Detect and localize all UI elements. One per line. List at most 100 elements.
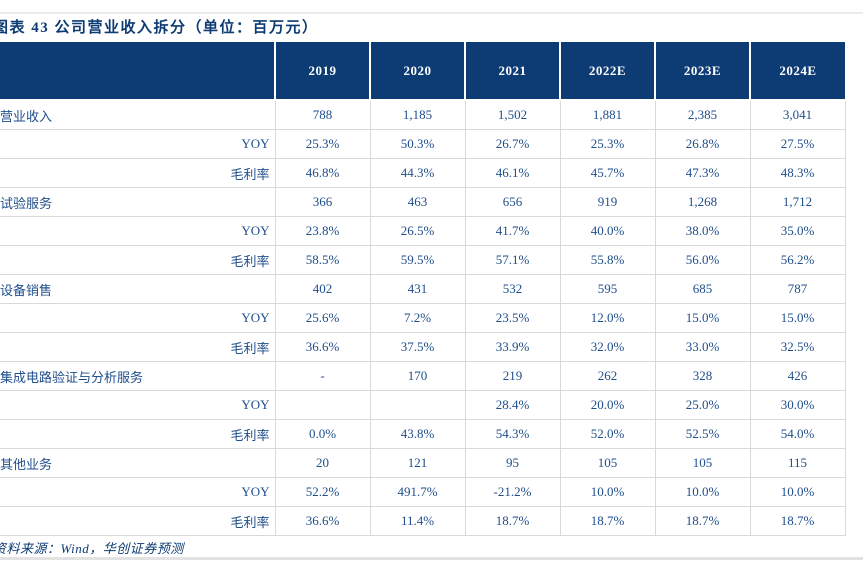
value-cell: 121 [369,448,466,478]
value-cell: 55.8% [559,245,656,275]
table-row: YOY 25.3% 50.3% 26.7% 25.3% 26.8% 27.5% [0,129,846,159]
value-cell: 41.7% [464,216,561,246]
table-row: YOY 28.4% 20.0% 25.0% 30.0% [0,390,846,420]
table-row: 毛利率 36.6% 37.5% 33.9% 32.0% 33.0% 32.5% [0,332,846,362]
value-cell: 170 [369,361,466,391]
value-cell: 44.3% [369,158,466,188]
value-cell [369,390,466,420]
value-cell: 57.1% [464,245,561,275]
table-body: 营业收入 788 1,185 1,502 1,881 2,385 3,041 YOY 25.3%… [0,99,846,536]
value-cell: 15.0% [749,303,846,333]
header-year-cell: 2019 [274,42,370,101]
header-year-cell: 2022E [559,42,655,101]
value-cell: 43.8% [369,419,466,449]
value-cell: 656 [464,187,561,217]
row-label: YOY [0,303,276,333]
row-label: YOY [0,477,276,507]
value-cell: 18.7% [464,506,561,536]
header-row: 2019 2020 2021 2022E 2023E 2024E [0,42,845,101]
value-cell: 23.5% [464,303,561,333]
row-label: YOY [0,216,276,246]
value-cell: 32.0% [559,332,656,362]
value-cell: 366 [274,187,371,217]
value-cell: 33.0% [654,332,751,362]
header-year-cell: 2021 [464,42,560,101]
value-cell: 20 [274,448,371,478]
value-cell: 25.6% [274,303,371,333]
value-cell: 25.3% [559,129,656,159]
value-cell: 1,712 [749,187,846,217]
value-cell: 27.5% [749,129,846,159]
value-cell: 54.0% [749,419,846,449]
value-cell: 26.5% [369,216,466,246]
value-cell: 18.7% [559,506,656,536]
value-cell: 37.5% [369,332,466,362]
value-cell: - [274,361,371,391]
row-label: 营业收入 [0,99,276,130]
value-cell: 47.3% [654,158,751,188]
value-cell: 426 [749,361,846,391]
value-cell: 787 [749,274,846,304]
value-cell: 50.3% [369,129,466,159]
value-cell: 10.0% [749,477,846,507]
table-row: 集成电路验证与分析服务 -170 219 262 328 426 [0,361,846,391]
value-cell: 20.0% [559,390,656,420]
value-cell: 59.5% [369,245,466,275]
value-cell: 36.6% [274,332,371,362]
value-cell: 12.0% [559,303,656,333]
value-cell: 431 [369,274,466,304]
row-label: 毛利率 [0,158,276,188]
value-cell: 38.0% [654,216,751,246]
header-year-cell: 2024E [749,42,845,101]
value-cell: 58.5% [274,245,371,275]
value-cell: 685 [654,274,751,304]
header-label-cell [0,42,275,101]
value-cell: 25.3% [274,129,371,159]
row-label: 毛利率 [0,332,276,362]
source-note: 资料来源：Wind，华创证券预测 [0,541,184,556]
row-label: 毛利率 [0,506,276,536]
value-cell: 219 [464,361,561,391]
value-cell: 18.7% [749,506,846,536]
table-row: 毛利率 58.5% 59.5% 57.1% 55.8% 56.0% 56.2% [0,245,846,275]
value-cell: 36.6% [274,506,371,536]
value-cell: 18.7% [654,506,751,536]
value-cell: 10.0% [559,477,656,507]
value-cell: 402 [274,274,371,304]
row-label: 集成电路验证与分析服务 [0,361,276,391]
value-cell: 95 [464,448,561,478]
value-cell: 52.0% [559,419,656,449]
value-cell: 105 [654,448,751,478]
table-row: 毛利率 46.8% 44.3% 46.1% 45.7% 47.3% 48.3% [0,158,846,188]
value-cell: 532 [464,274,561,304]
table-row: YOY 25.6% 7.2% 23.5% 12.0% 15.0% 15.0% [0,303,846,333]
value-cell: 26.7% [464,129,561,159]
table-row: 其他业务 20 121 95 105 105 115 [0,448,846,478]
table-row: YOY 23.8% 26.5% 41.7% 40.0% 38.0% 35.0% [0,216,846,246]
value-cell: 48.3% [749,158,846,188]
row-label: 毛利率 [0,245,276,275]
value-cell: 33.9% [464,332,561,362]
value-cell: 23.8% [274,216,371,246]
value-cell: 52.2% [274,477,371,507]
row-label: 设备销售 [0,274,276,304]
table-row: 试验服务 366 463 656 919 1,268 1,712 [0,187,846,217]
value-cell: 32.5% [749,332,846,362]
value-cell: 262 [559,361,656,391]
value-cell: 595 [559,274,656,304]
value-cell: 30.0% [749,390,846,420]
table-row: 毛利率 0.0% 43.8% 54.3% 52.0% 52.5% 54.0% [0,419,846,449]
table-row: YOY 52.2% 491.7% -21.2% 10.0% 10.0% 10.0% [0,477,846,507]
value-cell: -21.2% [464,477,561,507]
row-label: 其他业务 [0,448,276,478]
value-cell: 25.0% [654,390,751,420]
value-cell [274,390,371,420]
value-cell: 26.8% [654,129,751,159]
value-cell: 3,041 [749,99,846,130]
table-row: 毛利率 36.6% 11.4% 18.7% 18.7% 18.7% 18.7% [0,506,846,536]
value-cell: 15.0% [654,303,751,333]
value-cell: 0.0% [274,419,371,449]
header-year-cell: 2023E [654,42,750,101]
value-cell: 46.1% [464,158,561,188]
